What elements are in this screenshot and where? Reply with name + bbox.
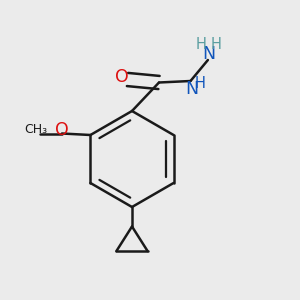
Text: N: N — [202, 45, 215, 63]
Text: H: H — [211, 37, 222, 52]
Text: H: H — [195, 76, 206, 92]
Text: H: H — [196, 37, 207, 52]
Text: O: O — [115, 68, 129, 86]
Text: N: N — [185, 80, 198, 98]
Text: O: O — [55, 121, 69, 139]
Text: CH₃: CH₃ — [24, 123, 47, 136]
